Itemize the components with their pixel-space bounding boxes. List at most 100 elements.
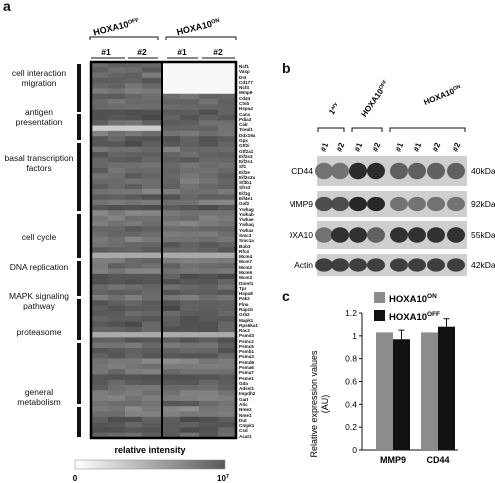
heatmap-cell xyxy=(142,178,162,185)
heatmap-cell xyxy=(162,62,180,68)
wb-group-on: HOXA10ON xyxy=(423,84,463,107)
gene-label: Sf1 xyxy=(239,164,247,170)
heatmap-cell xyxy=(91,305,108,312)
gene-label: Smc3 xyxy=(239,233,252,238)
heatmap-cell xyxy=(91,99,108,105)
heatmap-cell xyxy=(218,332,236,338)
heatmap-cell xyxy=(91,88,108,95)
category-bar xyxy=(77,261,81,296)
wb-band xyxy=(367,162,385,180)
heatmap-cell xyxy=(218,88,236,95)
heatmap-cell xyxy=(108,125,125,132)
heatmap-cell xyxy=(125,379,142,386)
heatmap-cell xyxy=(108,416,125,423)
wb-lane-label: #1 xyxy=(412,141,424,153)
gene-label: Tpr xyxy=(239,285,247,291)
heatmap-cell xyxy=(218,173,236,179)
heatmap-cell xyxy=(180,141,199,148)
chart-legend-swatch xyxy=(374,292,385,303)
heatmap-cell xyxy=(180,390,199,396)
heatmap-cell xyxy=(108,146,125,153)
heatmap-cell xyxy=(199,406,218,412)
heatmap-cell xyxy=(142,427,162,434)
wb-band xyxy=(390,258,408,272)
gene-label: Smc1a xyxy=(239,238,254,244)
heatmap-cell xyxy=(125,316,142,322)
heatmap-cell xyxy=(91,114,108,121)
heatmap-cell xyxy=(199,374,218,381)
heatmap-cell xyxy=(199,332,218,338)
wb-lane-label: #2 xyxy=(371,141,383,153)
heatmap-cell xyxy=(108,252,125,259)
gene-label: Canx xyxy=(239,111,251,117)
heatmap-cell xyxy=(125,400,142,407)
heatmap-cell xyxy=(125,194,142,200)
heatmap-cell xyxy=(162,173,180,179)
heatmap-cell xyxy=(162,72,180,79)
heatmap-cell xyxy=(218,67,236,73)
heatmap-cell xyxy=(218,268,236,275)
heatmap-cell xyxy=(108,183,125,190)
heatmap-cell xyxy=(218,125,236,132)
heatmap-cell xyxy=(180,385,199,391)
heatmap-cell xyxy=(180,88,199,95)
heatmap-cells xyxy=(91,62,236,439)
gene-label: Adssl1 xyxy=(239,386,255,392)
heatmap-cell xyxy=(91,316,108,322)
category-bar xyxy=(77,407,81,437)
heatmap-cell xyxy=(180,263,199,269)
heatmap-cell xyxy=(199,125,218,132)
heatmap-cell xyxy=(180,363,199,370)
category-label: proteasome xyxy=(16,327,62,337)
heatmap-cell xyxy=(125,173,142,179)
wb-band xyxy=(408,258,426,272)
heatmap-cell xyxy=(162,199,180,206)
wb-size-label: 42kDa xyxy=(471,260,495,270)
heatmap-cell xyxy=(91,178,108,185)
heatmap-cell xyxy=(108,130,125,137)
heatmap-cell xyxy=(218,316,236,322)
heatmap-cell xyxy=(125,226,142,232)
wb-band xyxy=(367,258,385,272)
heatmap-cell xyxy=(91,83,108,89)
chart-legend-label: HOXA10OFF xyxy=(389,311,440,323)
heatmap-cell xyxy=(125,300,142,306)
heatmap-cell xyxy=(125,305,142,312)
heatmap-cell xyxy=(162,210,180,216)
heatmap-cell xyxy=(108,247,125,253)
heatmap-cell xyxy=(180,226,199,232)
heatmap-cell xyxy=(91,141,108,148)
heatmap-cell xyxy=(91,432,108,439)
heatmap-cell xyxy=(91,332,108,338)
western-blot-panel: 1ary HOXA10OFF HOXA10ON #1 #2 #1 #2 #1 #1 #2 #2… xyxy=(290,79,495,276)
heatmap-cell xyxy=(91,189,108,195)
heatmap-cell xyxy=(180,257,199,264)
heatmap-cell xyxy=(162,242,180,248)
heatmap-cell xyxy=(91,62,108,68)
heatmap-cell xyxy=(91,199,108,206)
heatmap-cell xyxy=(91,204,108,211)
heatmap-cell xyxy=(91,321,108,328)
heatmap-cell xyxy=(180,358,199,365)
wb-protein-label: HOXA10 xyxy=(290,230,313,240)
heatmap-cell xyxy=(142,273,162,280)
heatmap-cell xyxy=(125,220,142,227)
heatmap-cell xyxy=(199,152,218,158)
heatmap-cell xyxy=(142,257,162,264)
heatmap-cell xyxy=(218,99,236,105)
heatmap-cell xyxy=(199,252,218,259)
heatmap-cell xyxy=(180,109,199,116)
chart-y-tick-label: 1 xyxy=(352,331,357,341)
heatmap-cell xyxy=(218,247,236,253)
heatmap-cell xyxy=(180,432,199,439)
heatmap-cell xyxy=(218,321,236,328)
heatmap-cell xyxy=(125,252,142,259)
heatmap-cell xyxy=(199,342,218,349)
heatmap-cell xyxy=(91,226,108,232)
heatmap-cell xyxy=(162,109,180,116)
heatmap-cell xyxy=(199,114,218,121)
heatmap-cell xyxy=(162,347,180,354)
wb-group-primary: 1ary xyxy=(327,101,341,116)
heatmap-cell xyxy=(218,310,236,317)
gene-label: Psmb1 xyxy=(239,349,255,355)
